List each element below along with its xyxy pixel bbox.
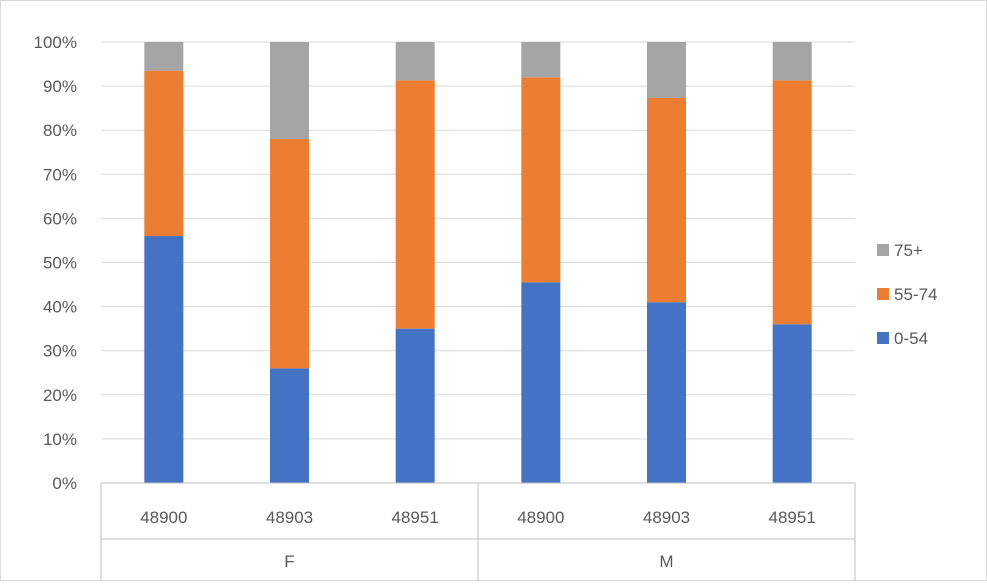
bar-segment-75+: [647, 42, 686, 99]
y-tick-label: 70%: [43, 165, 77, 184]
x-group-label: F: [284, 552, 294, 571]
bar-segment-75+: [270, 42, 309, 140]
bar-segment-75+: [521, 42, 561, 78]
x-tick-label: 48951: [392, 508, 439, 527]
y-tick-label: 30%: [43, 342, 77, 361]
legend-label: 0-54: [894, 329, 928, 348]
y-tick-label: 20%: [43, 386, 77, 405]
x-tick-label: 48900: [517, 508, 564, 527]
y-tick-label: 100%: [34, 33, 77, 52]
bar-segment-0-54: [772, 324, 812, 483]
y-tick-label: 80%: [43, 121, 77, 140]
bar-segment-55-74: [772, 80, 812, 325]
y-tick-label: 40%: [43, 298, 77, 317]
bar-segment-75+: [144, 42, 184, 71]
legend-swatch-55-74: [877, 288, 889, 300]
bar-segment-75+: [772, 42, 812, 81]
bar-segment-0-54: [395, 328, 435, 483]
bar-segment-55-74: [521, 77, 561, 283]
bar-segment-0-54: [521, 282, 561, 483]
bar-segment-55-74: [395, 80, 435, 329]
x-tick-label: 48951: [769, 508, 816, 527]
bar-segment-55-74: [144, 70, 184, 237]
y-tick-label: 0%: [52, 474, 77, 493]
x-group-label: M: [659, 552, 673, 571]
legend-swatch-0-54: [877, 332, 889, 344]
x-tick-label: 48903: [266, 508, 313, 527]
bar-segment-0-54: [144, 236, 184, 483]
gridlines: [101, 41, 855, 440]
bar-segment-0-54: [647, 302, 686, 483]
axes: 0% 10% 20% 30% 40% 50% 60% 70% 80% 90% 100% 48900 48…: [34, 33, 856, 581]
y-tick-label: 90%: [43, 77, 77, 96]
y-tick-label: 60%: [43, 209, 77, 228]
legend-label: 55-74: [894, 285, 937, 304]
y-tick-label: 10%: [43, 430, 77, 449]
bar-segment-55-74: [647, 98, 686, 303]
bar-segment-75+: [395, 42, 435, 81]
x-tick-label: 48900: [140, 508, 187, 527]
y-tick-label: 50%: [43, 254, 77, 273]
x-tick-label: 48903: [643, 508, 690, 527]
legend-swatch-75+: [877, 244, 889, 256]
bars: [144, 42, 812, 483]
bar-segment-0-54: [270, 368, 309, 483]
bar-segment-55-74: [270, 139, 309, 369]
legend: 75+ 55-74 0-54: [877, 241, 937, 348]
legend-label: 75+: [894, 241, 923, 260]
